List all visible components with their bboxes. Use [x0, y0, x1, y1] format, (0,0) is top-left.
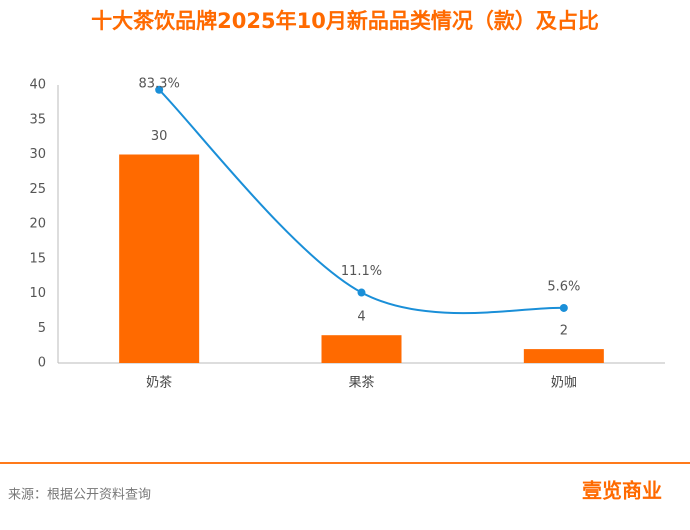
y-tick-label: 40 — [29, 78, 46, 93]
y-tick-label: 0 — [38, 356, 46, 371]
logo: 壹览商业 — [582, 479, 662, 503]
y-tick-label: 30 — [29, 147, 46, 162]
y-tick-label: 35 — [29, 112, 46, 127]
x-tick-label: 果茶 — [348, 375, 374, 391]
line-point — [559, 303, 568, 312]
line-label: 11.1% — [341, 264, 382, 279]
bar — [523, 349, 604, 363]
line-point — [357, 288, 366, 297]
x-tick-label: 奶茶 — [146, 375, 172, 391]
bar — [119, 154, 200, 363]
y-tick-label: 25 — [29, 182, 46, 197]
line-label: 83.3% — [139, 76, 180, 91]
y-tick-label: 15 — [29, 251, 46, 266]
y-tick-label: 20 — [29, 217, 46, 232]
y-tick-label: 5 — [38, 321, 46, 336]
y-tick-label: 10 — [29, 286, 46, 301]
bar — [321, 335, 402, 363]
bar-label: 2 — [560, 324, 568, 339]
line — [158, 89, 564, 315]
source-note: 来源：根据公开资料查询 — [8, 488, 151, 503]
chart-title: 十大茶饮品牌2025年10月新品品类情况（款）及占比 — [91, 9, 599, 33]
line-point — [155, 85, 164, 94]
bar-label: 4 — [357, 310, 365, 325]
bar-label: 30 — [151, 129, 168, 144]
line-label: 5.6% — [547, 279, 580, 294]
x-tick-label: 奶咖 — [551, 376, 577, 391]
